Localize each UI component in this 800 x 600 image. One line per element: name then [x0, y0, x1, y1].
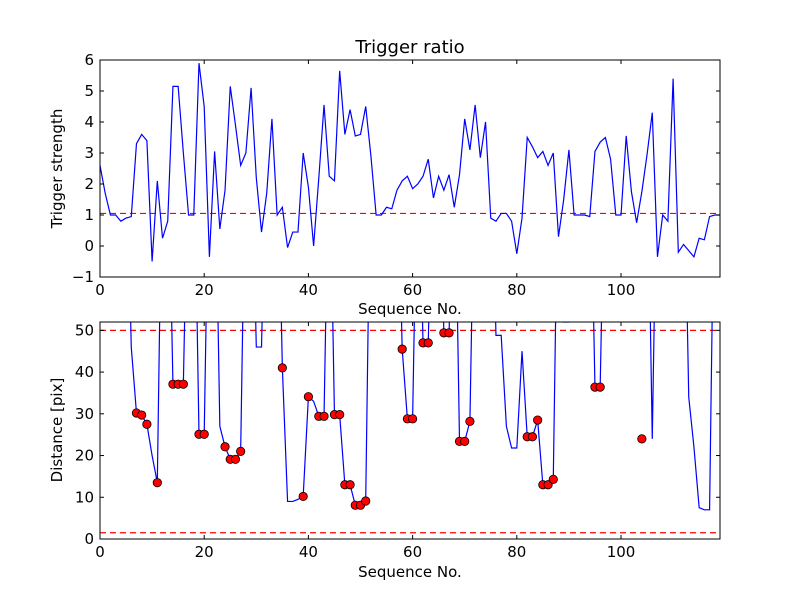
x-tick-label: 60: [403, 281, 422, 299]
y-tick-label: 10: [75, 488, 94, 506]
data-point: [298, 491, 308, 502]
data-point: [277, 363, 287, 373]
y-axis-label: Distance [pix]: [48, 378, 66, 483]
data-point: [408, 414, 418, 424]
y-tick-label: 0: [84, 237, 94, 255]
x-tick-label: 80: [507, 543, 526, 561]
x-tick-label: 100: [607, 281, 636, 299]
x-tick-label: 60: [403, 543, 422, 561]
data-point: [527, 432, 538, 442]
data-point: [345, 480, 355, 490]
data-point: [137, 410, 147, 420]
y-tick-label: 20: [75, 447, 94, 465]
data-point: [361, 496, 371, 506]
y-tick-label: 3: [84, 144, 94, 162]
x-tick-label: 40: [299, 281, 318, 299]
data-point: [199, 429, 209, 439]
data-point: [152, 478, 162, 488]
x-axis-label: Sequence No.: [358, 300, 462, 318]
data-point: [220, 442, 230, 452]
y-tick-label: 40: [75, 363, 94, 381]
y-tick-label: 4: [84, 113, 94, 131]
data-point: [465, 416, 475, 426]
plot-area: [100, 322, 720, 534]
x-tick-label: 0: [95, 281, 105, 299]
x-tick-label: 80: [507, 281, 526, 299]
series-line: [100, 63, 720, 262]
y-tick-label: 6: [84, 51, 94, 69]
data-point: [230, 454, 241, 464]
axes-frame: [99, 321, 721, 540]
data-point: [178, 379, 188, 389]
x-axis-label: Sequence No.: [358, 563, 462, 581]
data-point: [533, 415, 543, 425]
data-point: [236, 446, 246, 456]
x-tick-label: 40: [299, 543, 318, 561]
data-point: [637, 434, 647, 444]
data-point: [595, 382, 605, 392]
plot-area: [100, 63, 720, 262]
y-tick-label: 50: [75, 321, 94, 339]
y-tick-label: 5: [84, 82, 94, 100]
trigger-ratio-panel: Trigger ratio Sequence No. Trigger stren…: [48, 37, 721, 318]
y-axis-label: Trigger strength: [48, 109, 66, 230]
data-point: [142, 419, 152, 429]
distance-panel: Sequence No. Distance [pix] 0 20 40 60 80 100…: [48, 321, 721, 581]
data-point: [319, 411, 329, 421]
data-point: [335, 410, 345, 420]
data-point: [548, 474, 558, 484]
chart-title: Trigger ratio: [354, 37, 464, 58]
x-tick-label: 20: [195, 281, 214, 299]
axes-frame: [99, 59, 721, 278]
y-tick-label: −1: [72, 268, 94, 286]
x-tick-label: 100: [607, 543, 636, 561]
data-point: [444, 328, 454, 338]
data-point: [303, 392, 314, 402]
x-tick-label: 0: [95, 543, 105, 561]
data-point: [460, 436, 470, 446]
y-tick-label: 0: [84, 530, 94, 548]
data-point: [397, 344, 407, 354]
x-tick-label: 20: [195, 543, 214, 561]
y-tick-label: 1: [84, 206, 94, 224]
data-point: [423, 338, 433, 348]
y-tick-label: 30: [75, 405, 94, 423]
y-tick-label: 2: [84, 175, 94, 193]
